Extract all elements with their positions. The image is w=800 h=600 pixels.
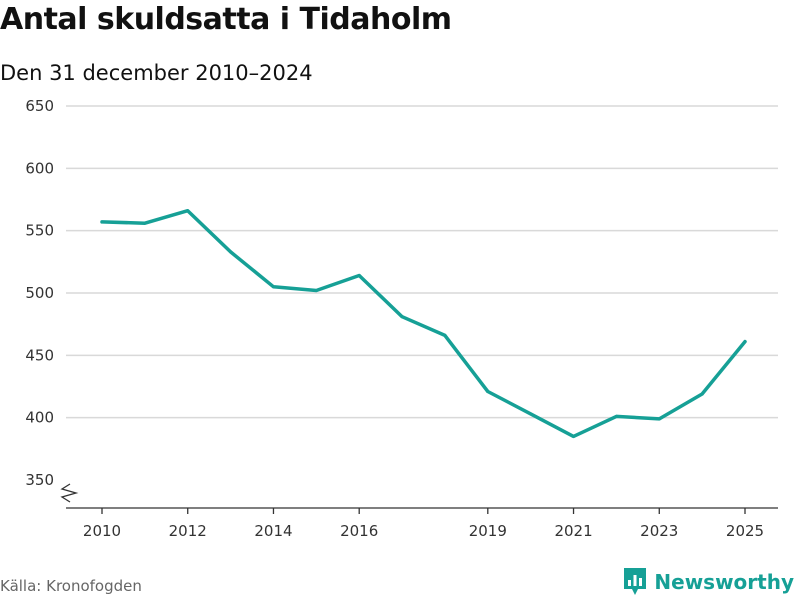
y-tick-label-650: 650: [25, 97, 54, 115]
data-point-2017: [400, 315, 404, 319]
data-point-2014: [271, 285, 275, 289]
x-tick-label-2010: 2010: [83, 522, 121, 540]
source-note: Källa: Kronofogden: [0, 577, 142, 595]
brand-name: Newsworthy: [654, 570, 794, 594]
data-point-2012: [186, 209, 190, 213]
x-axis: 2010 2012 2014 2016 2019 2021 2023 2025: [66, 507, 778, 540]
x-tick-label-2021: 2021: [554, 522, 592, 540]
y-tick-label-350: 350: [25, 471, 54, 489]
data-point-2024: [700, 392, 704, 396]
data-point-2025: [743, 340, 747, 344]
data-point-2019: [486, 389, 490, 393]
series-line-0: [100, 208, 747, 439]
y-tick-label-600: 600: [25, 159, 54, 177]
grid-lines: [60, 105, 778, 503]
data-point-2011: [143, 221, 147, 225]
y-tick-label-500: 500: [25, 284, 54, 302]
y-tick-label-550: 550: [25, 222, 54, 240]
data-point-2021: [572, 434, 576, 438]
x-tick-label-2025: 2025: [726, 522, 764, 540]
data-point-2016: [357, 274, 361, 278]
y-tick-label-450: 450: [25, 346, 54, 364]
x-tick-label-2012: 2012: [169, 522, 207, 540]
data-point-2022: [614, 414, 618, 418]
y-axis-tick-labels: 350 400 450 500 550 600 650: [25, 97, 54, 489]
y-tick-label-400: 400: [25, 409, 54, 427]
data-point-2023: [657, 417, 661, 421]
data-point-2010: [100, 220, 104, 224]
data-point-2015: [314, 289, 318, 293]
data-point-2018: [443, 333, 447, 337]
newsworthy-icon: [624, 568, 647, 595]
x-tick-label-2019: 2019: [469, 522, 507, 540]
chart-title: Antal skuldsatta i Tidaholm: [0, 2, 452, 37]
x-tick-label-2016: 2016: [340, 522, 378, 540]
x-tick-label-2023: 2023: [640, 522, 678, 540]
series-layer: [100, 208, 747, 439]
axis-break-icon: [60, 483, 79, 503]
data-point-2013: [229, 250, 233, 254]
x-tick-label-2014: 2014: [254, 522, 292, 540]
brand-logo: Newsworthy: [622, 567, 794, 597]
chart-subtitle: Den 31 december 2010–2024: [0, 61, 313, 85]
data-point-2020: [529, 412, 533, 416]
